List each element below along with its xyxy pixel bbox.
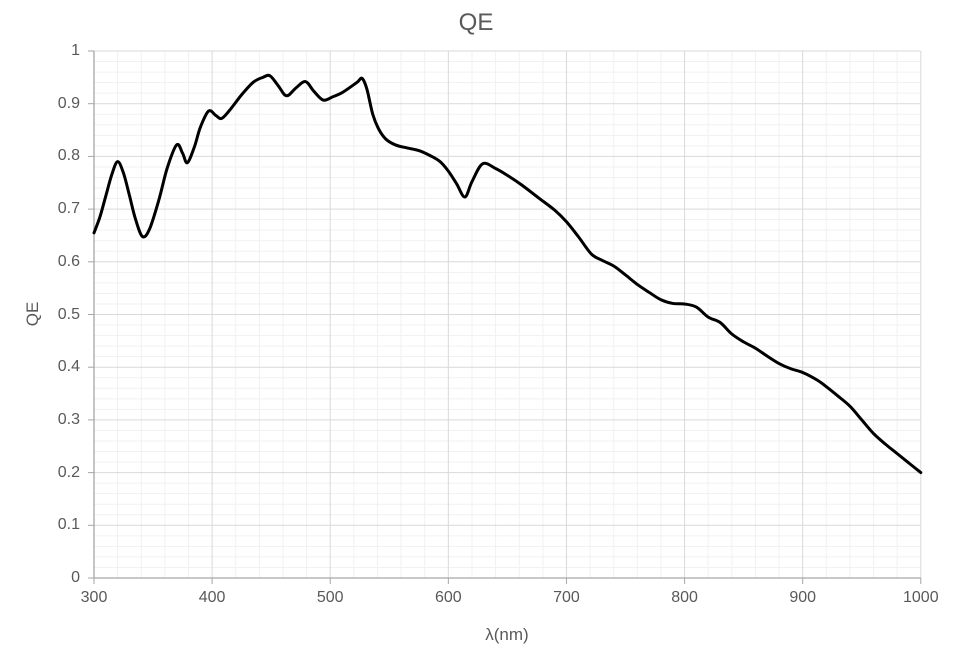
y-tick-label: 0.7 [57,200,80,218]
y-tick-label: 0.5 [57,305,80,323]
x-tick-label: 400 [198,589,226,606]
x-tick-label: 700 [553,589,580,606]
qe-curve [92,73,923,475]
x-tick-label: 600 [434,589,462,606]
y-tick-label: 0 [71,569,80,586]
y-tick-label: 1 [71,42,80,59]
y-tick-label: 0.8 [57,147,80,165]
x-tick-label: 1000 [903,589,939,606]
y-tick-label: 0.6 [57,252,80,270]
y-tick-label: 0.2 [57,463,80,481]
x-tick-label: 300 [80,589,108,606]
x-tick-label: 500 [316,589,344,606]
y-tick-label: 0.1 [57,516,80,534]
x-tick-label: 800 [671,589,698,606]
x-axis-title: λ(nm) [485,625,529,644]
chart-title: QE [458,9,494,36]
y-tick-label: 0.4 [57,358,80,376]
x-tick-label: 900 [789,589,817,606]
y-tick-label: 0.9 [57,94,80,112]
y-tick-label: 0.3 [57,410,80,428]
